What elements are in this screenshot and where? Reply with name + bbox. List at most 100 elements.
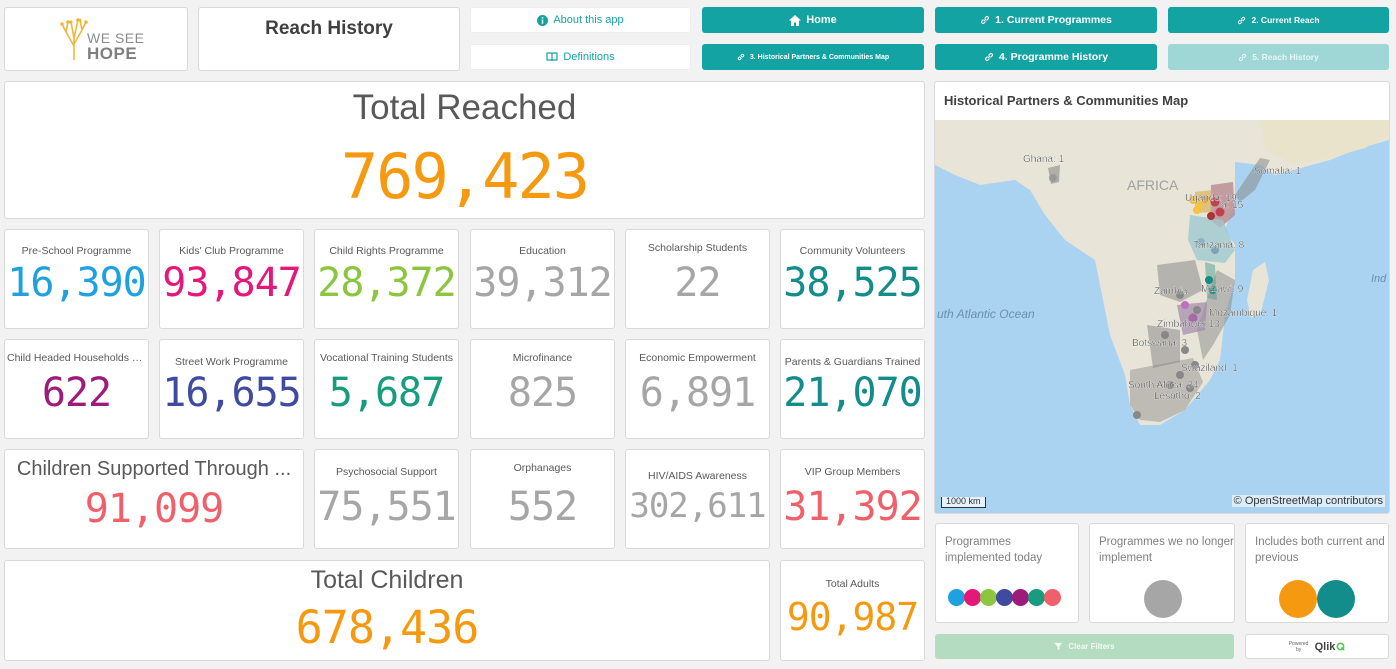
kpi-value: 5,687 xyxy=(328,370,445,416)
legend-both-card: Includes both current and previous xyxy=(1245,523,1389,623)
legend-both-dot-orange xyxy=(1279,580,1317,618)
kpi-value: 21,070 xyxy=(783,370,923,416)
kpi-card-street-work[interactable]: Street Work Programme 16,655 xyxy=(159,339,304,439)
link-icon xyxy=(984,52,994,62)
kpi-card-child-rights[interactable]: Child Rights Programme 28,372 xyxy=(314,229,459,329)
map-country-label: Mozambique: 1 xyxy=(1209,308,1278,319)
map-country-label: Zimbabwe: 13 xyxy=(1157,319,1220,330)
kpi-card-education[interactable]: Education 39,312 xyxy=(470,229,615,329)
kpi-value: 302,611 xyxy=(629,486,766,526)
legend-color-dot xyxy=(980,589,997,606)
kpi-card-vocational-training[interactable]: Vocational Training Students 5,687 xyxy=(314,339,459,439)
legend-previous-card: Programmes we no longer implement xyxy=(1089,523,1235,623)
map-card: Historical Partners & Communities Map AF… xyxy=(934,81,1390,514)
clear-filters-label: Clear Filters xyxy=(1068,642,1115,651)
tree-logo-icon xyxy=(60,18,88,60)
legend-color-dot xyxy=(996,589,1013,606)
kpi-label: Street Work Programme xyxy=(174,356,288,368)
total-adults-card[interactable]: Total Adults 90,987 xyxy=(780,560,925,661)
legend-current-label: Programmes implemented today xyxy=(945,536,1043,564)
kpi-value: 6,891 xyxy=(639,370,756,416)
logo-card: WE SEE HOPE xyxy=(4,7,188,71)
map-attribution[interactable]: © OpenStreetMap contributors xyxy=(1231,495,1385,507)
map-country-label: Uganda: 19 xyxy=(1185,193,1237,204)
map-country-label: a: 15 xyxy=(1221,200,1244,211)
map-scale-label: 1000 km xyxy=(946,496,981,506)
map-country-label: Botswana: 3 xyxy=(1132,338,1187,349)
kpi-card-community-volunteers[interactable]: Community Volunteers 38,525 xyxy=(780,229,925,329)
kpi-value: 38,525 xyxy=(783,260,923,306)
kpi-label: Community Volunteers xyxy=(799,245,906,257)
definitions-button[interactable]: Definitions xyxy=(470,44,691,70)
kpi-label: Child Headed Households Pro... xyxy=(7,352,148,364)
clear-filters-button[interactable]: Clear Filters xyxy=(935,634,1234,659)
home-icon xyxy=(789,14,802,26)
total-adults-value: 90,987 xyxy=(786,595,919,639)
link-icon xyxy=(1238,16,1246,24)
kpi-label: Microfinance xyxy=(512,352,573,364)
kpi-card-child-headed-households[interactable]: Child Headed Households Pro... 622 xyxy=(4,339,149,439)
map-country-label: Zambia xyxy=(1154,286,1188,297)
page-title-card: Reach History xyxy=(198,7,460,71)
programme-history-button[interactable]: 4. Programme History xyxy=(935,44,1157,70)
map-region-zambia xyxy=(1157,260,1203,302)
total-reached-card[interactable]: Total Reached 769,423 xyxy=(4,81,925,219)
qlik-badge[interactable]: Powered by Qlik xyxy=(1245,634,1389,659)
total-children-card[interactable]: Total Children 678,436 xyxy=(4,560,770,661)
kpi-card-orphanages[interactable]: Orphanages 552 xyxy=(470,449,615,549)
map-country-label: Malawi: 9 xyxy=(1201,284,1244,295)
kpi-card-children-supported[interactable]: Children Supported Through ... 91,099 xyxy=(4,449,304,549)
logo-text-we-see: WE SEE xyxy=(87,30,145,46)
kpi-card-scholarship[interactable]: Scholarship Students 22 xyxy=(625,229,770,329)
kpi-value: 75,551 xyxy=(317,484,457,530)
kpi-card-psychosocial-support[interactable]: Psychosocial Support 75,551 xyxy=(314,449,459,549)
kpi-value: 31,392 xyxy=(783,484,923,530)
kpi-value: 91,099 xyxy=(84,486,225,532)
kpi-label: Economic Empowerment xyxy=(639,352,756,364)
current-reach-button[interactable]: 2. Current Reach xyxy=(1168,7,1389,33)
historical-map-button[interactable]: 3. Historical Partners & Communities Map xyxy=(702,44,924,70)
qlik-q-icon xyxy=(1336,642,1346,651)
info-icon xyxy=(537,14,549,26)
kpi-card-pre-school[interactable]: Pre-School Programme 16,390 xyxy=(4,229,149,329)
book-icon xyxy=(546,52,558,62)
map-country-label: Swaziland: 1 xyxy=(1181,363,1238,374)
legend-previous-dot xyxy=(1144,580,1182,618)
link-icon xyxy=(1239,53,1247,61)
definitions-label: Definitions xyxy=(563,51,615,63)
kpi-card-microfinance[interactable]: Microfinance 825 xyxy=(470,339,615,439)
kpi-value: 22 xyxy=(674,260,721,306)
map-land-arabia xyxy=(1260,120,1389,165)
map-country-label: Somalia: 1 xyxy=(1254,166,1302,177)
kpi-card-kids-club[interactable]: Kids' Club Programme 93,847 xyxy=(159,229,304,329)
kpi-label: Psychosocial Support xyxy=(336,466,437,478)
total-children-value: 678,436 xyxy=(295,601,480,654)
kpi-label: Child Rights Programme xyxy=(329,245,444,257)
map-region-somalia xyxy=(1235,158,1270,202)
map-scale: 1000 km xyxy=(941,497,986,508)
kpi-value: 622 xyxy=(41,370,112,416)
total-children-label: Total Children xyxy=(310,566,464,594)
legend-color-dot xyxy=(1028,589,1045,606)
about-app-button[interactable]: About this app xyxy=(470,7,691,33)
map-region-tanzania xyxy=(1188,215,1235,263)
historical-map-label: 3. Historical Partners & Communities Map xyxy=(749,53,890,61)
programme-history-label: 4. Programme History xyxy=(998,51,1109,63)
map-label-ocean-indian: Ind xyxy=(1371,273,1387,285)
home-button[interactable]: Home xyxy=(702,7,924,33)
map-region-botswana xyxy=(1147,325,1180,368)
link-icon xyxy=(737,53,745,61)
kpi-value: 28,372 xyxy=(317,260,457,306)
kpi-card-parents-guardians[interactable]: Parents & Guardians Trained 21,070 xyxy=(780,339,925,439)
kpi-card-economic-empowerment[interactable]: Economic Empowerment 6,891 xyxy=(625,339,770,439)
map-canvas[interactable]: AFRICA uth Atlantic Ocean Ind Ghana: 1 So… xyxy=(935,120,1389,513)
about-app-label: About this app xyxy=(553,14,624,26)
total-adults-label: Total Adults xyxy=(825,578,880,590)
map-country-label: South Africa: 34 xyxy=(1128,380,1199,391)
kpi-card-hiv-aids-awareness[interactable]: HIV/AIDS Awareness 302,611 xyxy=(625,449,770,549)
map-country-label: Ghana: 1 xyxy=(1023,154,1065,165)
kpi-label: Education xyxy=(519,245,566,257)
reach-history-button[interactable]: 5. Reach History xyxy=(1168,44,1389,70)
kpi-card-vip-group-members[interactable]: VIP Group Members 31,392 xyxy=(780,449,925,549)
current-programmes-button[interactable]: 1. Current Programmes xyxy=(935,7,1157,33)
